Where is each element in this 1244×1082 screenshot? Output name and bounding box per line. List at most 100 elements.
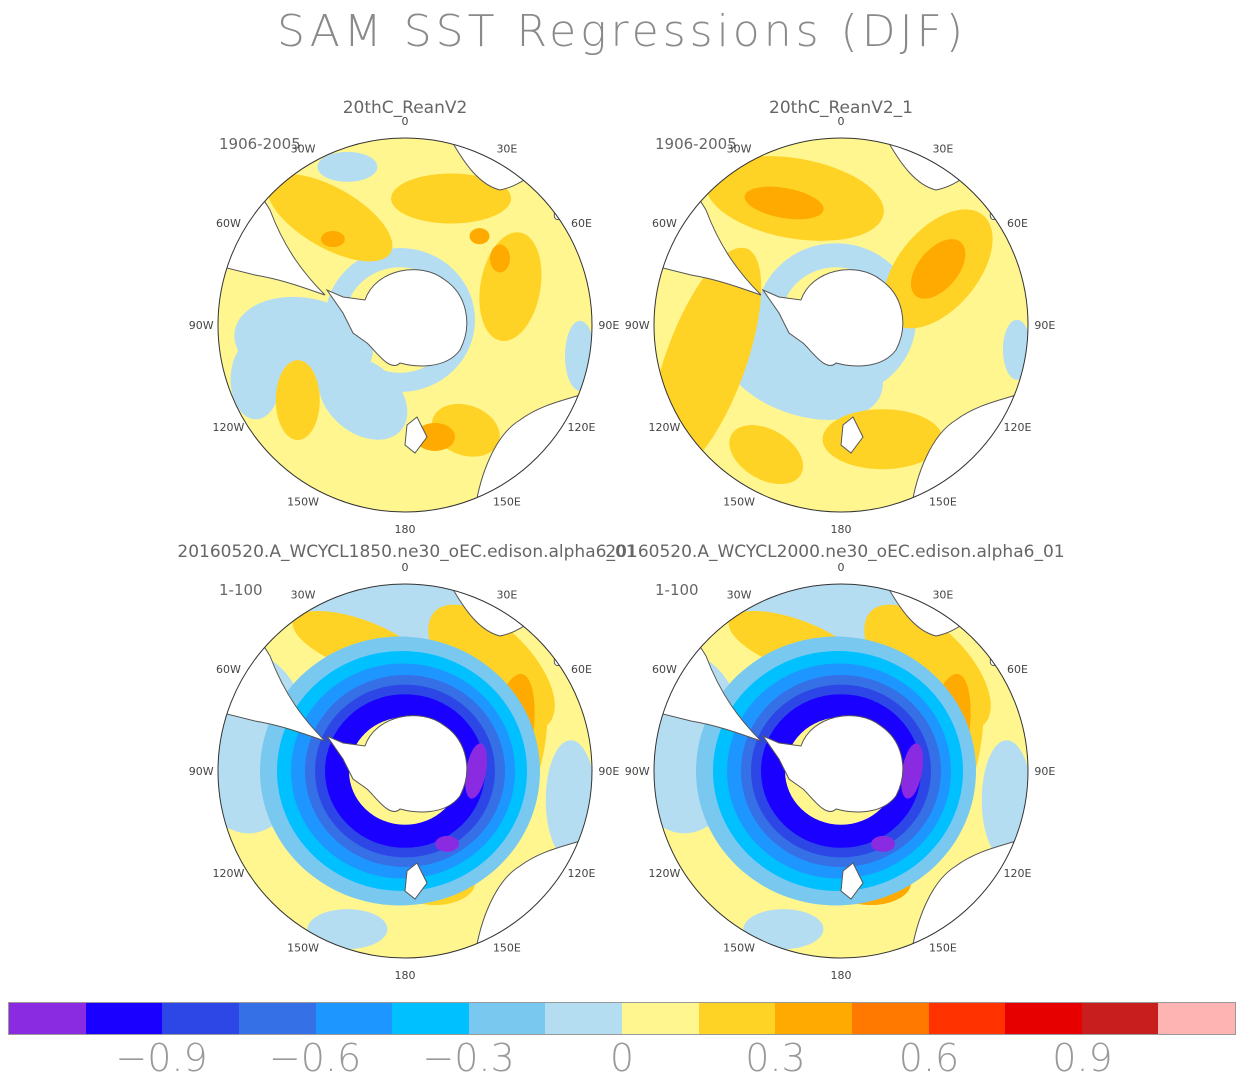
antarctica-landmass — [325, 715, 468, 813]
period-label: 1-100 — [219, 581, 263, 599]
polar-map: 0 30E 60E 90E 120E 150E 180 150W 120W 90W 60W 30W — [625, 115, 1056, 535]
longitude-label: 30E — [496, 142, 517, 155]
colorbar-swatch — [698, 1003, 776, 1034]
colorbar-tick-label: 0.9 — [1052, 1036, 1113, 1080]
colorbar-tick-label: −0.3 — [422, 1036, 515, 1080]
longitude-label: 120E — [568, 867, 596, 880]
anomaly-region — [465, 743, 488, 799]
longitude-label: 30W — [291, 142, 316, 155]
colorbar-swatch — [392, 1003, 469, 1034]
anomaly-region — [435, 835, 460, 852]
australia-landmass — [910, 383, 1028, 511]
map-boundary-circle — [653, 583, 1029, 959]
period-label: 1906-2005 — [219, 135, 301, 153]
anomaly-region — [744, 186, 824, 220]
longitude-label: 150W — [287, 942, 319, 955]
map-boundary-circle — [217, 583, 593, 959]
longitude-label: 150W — [723, 496, 755, 509]
longitude-label: 90W — [625, 765, 650, 778]
anomaly-region — [871, 835, 896, 852]
panel-title: 20160520.A_WCYCL1850.ne30_oEC.edison.alp… — [177, 542, 637, 562]
longitude-label: 120E — [568, 421, 596, 434]
longitude-label: 60E — [1007, 217, 1028, 230]
anomaly-region — [391, 173, 512, 224]
longitude-label: 60W — [652, 217, 677, 230]
panel-title: 20thC_ReanV2_1 — [769, 98, 913, 118]
longitude-label: 0 — [838, 115, 845, 128]
colorbar-swatch — [9, 1003, 86, 1034]
anomaly-region — [275, 360, 320, 441]
panel-title: 20160520.A_WCYCL2000.ne30_oEC.edison.alp… — [605, 542, 1065, 562]
colorbar-tick-label: −0.6 — [268, 1036, 362, 1080]
longitude-label: 0 — [838, 561, 845, 574]
map-boundary-circle — [217, 137, 593, 513]
period-label: 1906-2005 — [655, 135, 737, 153]
longitude-label: 60E — [571, 217, 592, 230]
colorbar-tick-label: 0.6 — [898, 1036, 960, 1080]
colorbar-swatch — [315, 1003, 393, 1034]
antarctica-landmass — [761, 269, 904, 367]
map-panel-bottom-left: 20160520.A_WCYCL1850.ne30_oEC.edison.alp… — [125, 541, 685, 981]
map-panel-top-right: 20thC_ReanV2_1 1906-2005 0 30E 60E 90E 120E 1… — [561, 95, 1121, 535]
longitude-label: 90E — [1034, 319, 1055, 332]
anomaly-region — [320, 231, 345, 248]
period-label: 1-100 — [655, 581, 699, 599]
longitude-label: 150E — [929, 942, 957, 955]
anomaly-region — [230, 339, 281, 420]
australia-landmass — [474, 383, 592, 511]
colorbar-swatch — [85, 1003, 163, 1034]
longitude-label: 60W — [216, 663, 241, 676]
map-panel-bottom-right: 20160520.A_WCYCL2000.ne30_oEC.edison.alp… — [561, 541, 1121, 981]
colorbar-swatch — [545, 1003, 622, 1034]
colorbar-swatch — [1158, 1003, 1235, 1034]
anomaly-region — [307, 909, 388, 950]
anomaly-region — [267, 174, 393, 262]
longitude-label: 180 — [395, 523, 416, 535]
longitude-label: 60W — [652, 663, 677, 676]
longitude-label: 180 — [831, 969, 852, 981]
colorbar-swatch — [622, 1003, 699, 1034]
new-zealand-landmass — [840, 416, 864, 454]
colorbar-swatch — [1005, 1003, 1082, 1034]
new-zealand-landmass — [404, 862, 428, 900]
figure-title: SAM SST Regressions (DJF) — [276, 6, 968, 57]
longitude-label: 30E — [932, 142, 953, 155]
longitude-label: 90W — [189, 319, 214, 332]
map-boundary-circle — [653, 137, 1029, 513]
polar-map: 0 30E 60E 90E 120E 150E 180 150W 120W 90W 60W 30W — [625, 561, 1056, 981]
longitude-label: 30E — [496, 588, 517, 601]
colorbar-swatch — [928, 1003, 1006, 1034]
anomaly-region — [729, 425, 804, 485]
polar-map: 0 30E 60E 90E 120E 150E 180 150W 120W 90W 60W 30W — [189, 561, 620, 981]
colorbar-tick-label: 0.3 — [745, 1036, 806, 1080]
map-panel-top-left: 20thC_ReanV2 1906-2005 0 30E 60E 90E 120E 150… — [125, 95, 685, 535]
longitude-label: 90E — [1034, 765, 1055, 778]
longitude-label: 60E — [571, 663, 592, 676]
map-fill — [654, 138, 1028, 512]
colorbar-swatch — [468, 1003, 546, 1034]
colorbar-swatch — [775, 1003, 852, 1034]
longitude-label: 180 — [395, 969, 416, 981]
longitude-label: 120W — [649, 867, 681, 880]
longitude-label: 30W — [727, 588, 752, 601]
longitude-label: 30E — [932, 588, 953, 601]
longitude-label: 150E — [493, 942, 521, 955]
anomaly-region — [317, 151, 378, 182]
australia-landmass — [910, 829, 1028, 957]
longitude-label: 90W — [189, 765, 214, 778]
longitude-label: 180 — [831, 523, 852, 535]
colorbar-tick-label: 0 — [609, 1036, 635, 1080]
longitude-label: 90E — [598, 765, 619, 778]
longitude-label: 120E — [1004, 421, 1032, 434]
map-fill — [218, 138, 592, 512]
colorbar-labels: −0.9 −0.6 −0.3 0 0.3 0.6 0.9 — [0, 1036, 1244, 1082]
longitude-label: 60E — [1007, 663, 1028, 676]
colorbar-swatch — [238, 1003, 316, 1034]
colorbar-swatch — [1081, 1003, 1159, 1034]
anomaly-region — [901, 743, 924, 799]
longitude-label: 0 — [402, 115, 409, 128]
longitude-label: 60W — [216, 217, 241, 230]
colorbar-swatch — [851, 1003, 929, 1034]
antarctica-landmass — [325, 269, 468, 367]
anomaly-region — [469, 228, 490, 245]
